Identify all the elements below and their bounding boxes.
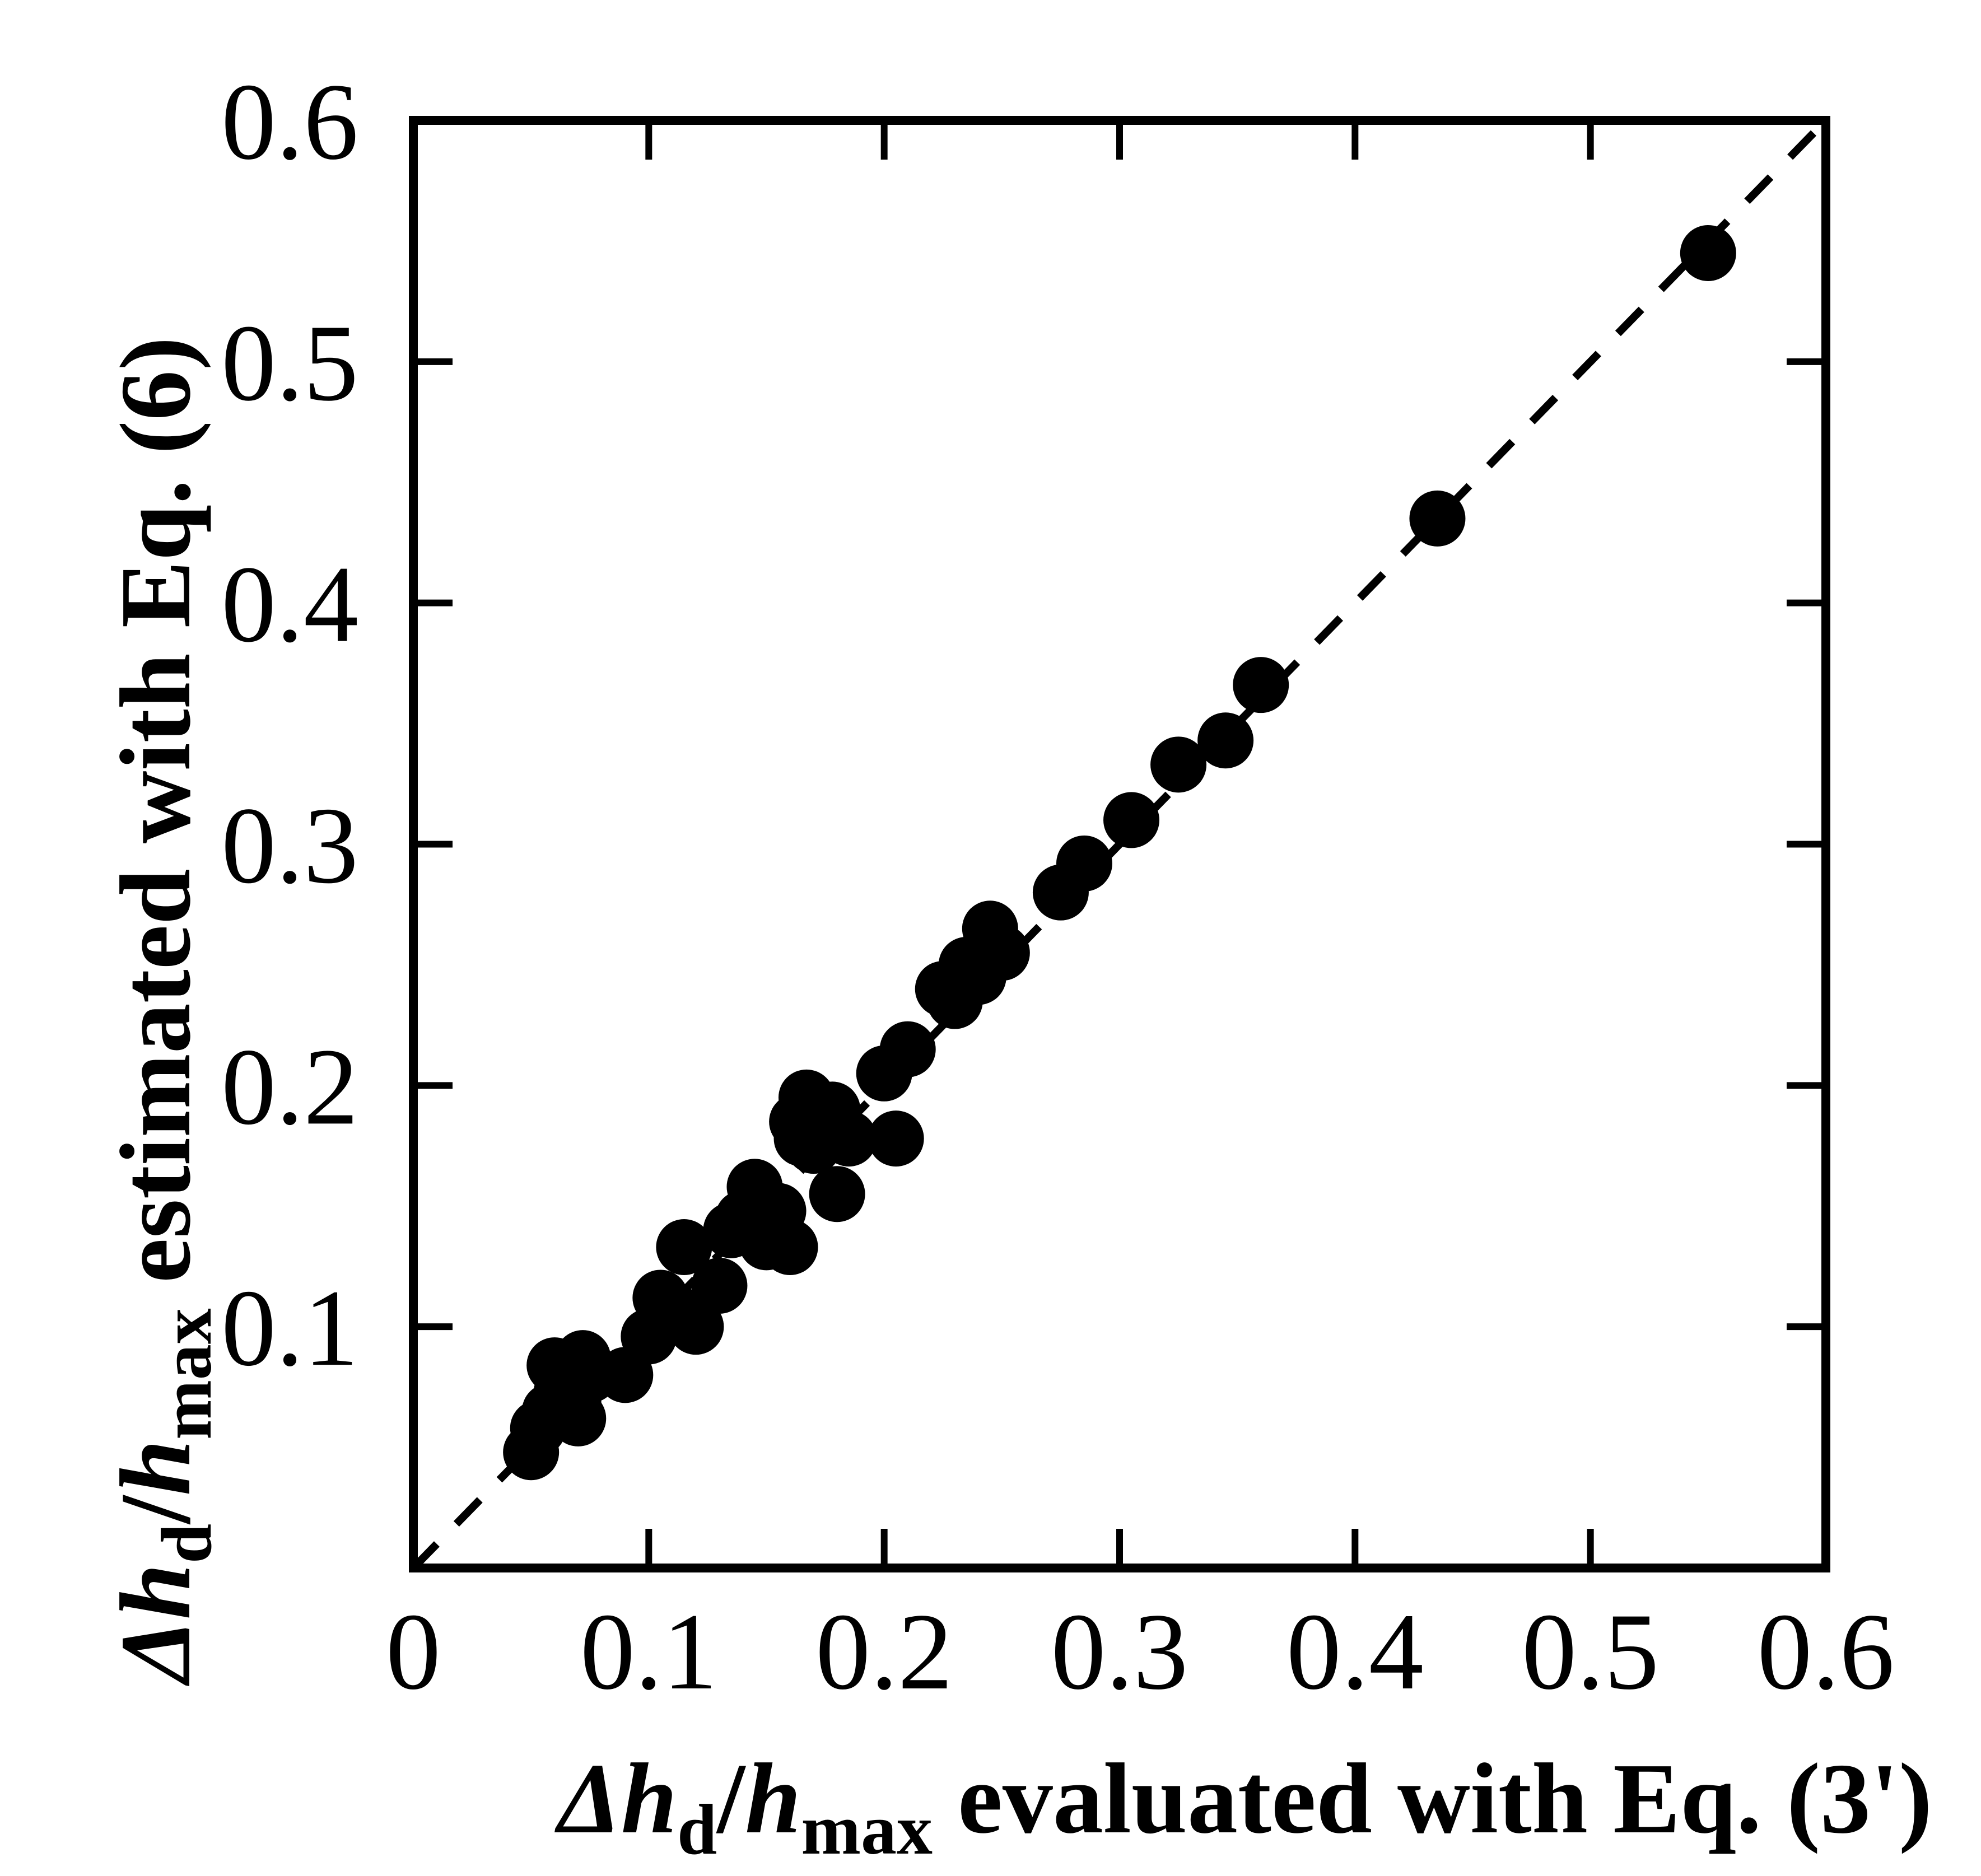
data-point [1197, 712, 1254, 769]
x-tick-label: 0.6 [1758, 1591, 1895, 1712]
y-tick-label: 0.4 [221, 544, 358, 665]
data-point [1409, 490, 1466, 547]
y-axis-title-symbol: Δh [100, 1564, 211, 1686]
data-point [1103, 792, 1160, 848]
y-tick-label: 0.3 [221, 785, 358, 907]
y-axis-title-sub-d: d [147, 1524, 226, 1564]
data-points [503, 225, 1736, 1481]
data-point [691, 1257, 748, 1314]
data-point [821, 1110, 877, 1167]
y-axis-title: Δhd/hmax estimated with Eq. (6) [100, 337, 226, 1686]
plot-frame [409, 116, 1830, 1572]
y-axis-title-sub-max: max [147, 1308, 226, 1440]
x-tick-label: 0.4 [1287, 1591, 1424, 1712]
x-tick-label: 0.1 [580, 1591, 717, 1712]
x-axis-title-rest: evaluated with Eq. (3') [933, 1743, 1932, 1854]
data-point [762, 1219, 818, 1275]
x-tick-labels: 0 0.1 0.2 0.3 0.4 0.5 0.6 [386, 1591, 1895, 1712]
data-point [1056, 835, 1112, 892]
x-axis-title: Δhd/hmax evaluated with Eq. (3') [554, 1743, 1932, 1869]
data-point [1150, 736, 1207, 793]
data-point [1680, 225, 1736, 281]
y-axis-title-h: h [100, 1440, 211, 1496]
x-tick-label: 0.5 [1522, 1591, 1659, 1712]
x-tick-label: 0.2 [815, 1591, 953, 1712]
x-axis-title-symbol: Δh [554, 1743, 677, 1854]
data-point [809, 1166, 865, 1222]
y-axis-title-slash: / [100, 1495, 211, 1525]
axis-ticks [413, 120, 1826, 1568]
y-tick-label: 0.1 [221, 1267, 358, 1389]
x-axis-title-sub-max: max [801, 1790, 933, 1869]
data-point [868, 1110, 924, 1167]
x-axis-title-slash: / [716, 1743, 746, 1854]
data-point [656, 1219, 712, 1275]
data-point [550, 1390, 607, 1446]
y-tick-label: 0.5 [221, 302, 358, 424]
x-tick-label: 0 [386, 1591, 441, 1712]
y-axis-title-rest: estimated with Eq. (6) [100, 337, 211, 1308]
y-tick-label: 0.2 [221, 1026, 358, 1147]
y-tick-label: 0.6 [221, 61, 358, 183]
x-tick-label: 0.3 [1051, 1591, 1188, 1712]
x-axis-title-sub-d: d [677, 1790, 717, 1869]
data-point [879, 1021, 936, 1077]
y-tick-labels: 0.1 0.2 0.3 0.4 0.5 0.6 [221, 61, 358, 1389]
data-point [973, 925, 1030, 981]
data-point [668, 1299, 724, 1355]
x-axis-title-h: h [745, 1743, 801, 1854]
data-point [1233, 657, 1289, 713]
